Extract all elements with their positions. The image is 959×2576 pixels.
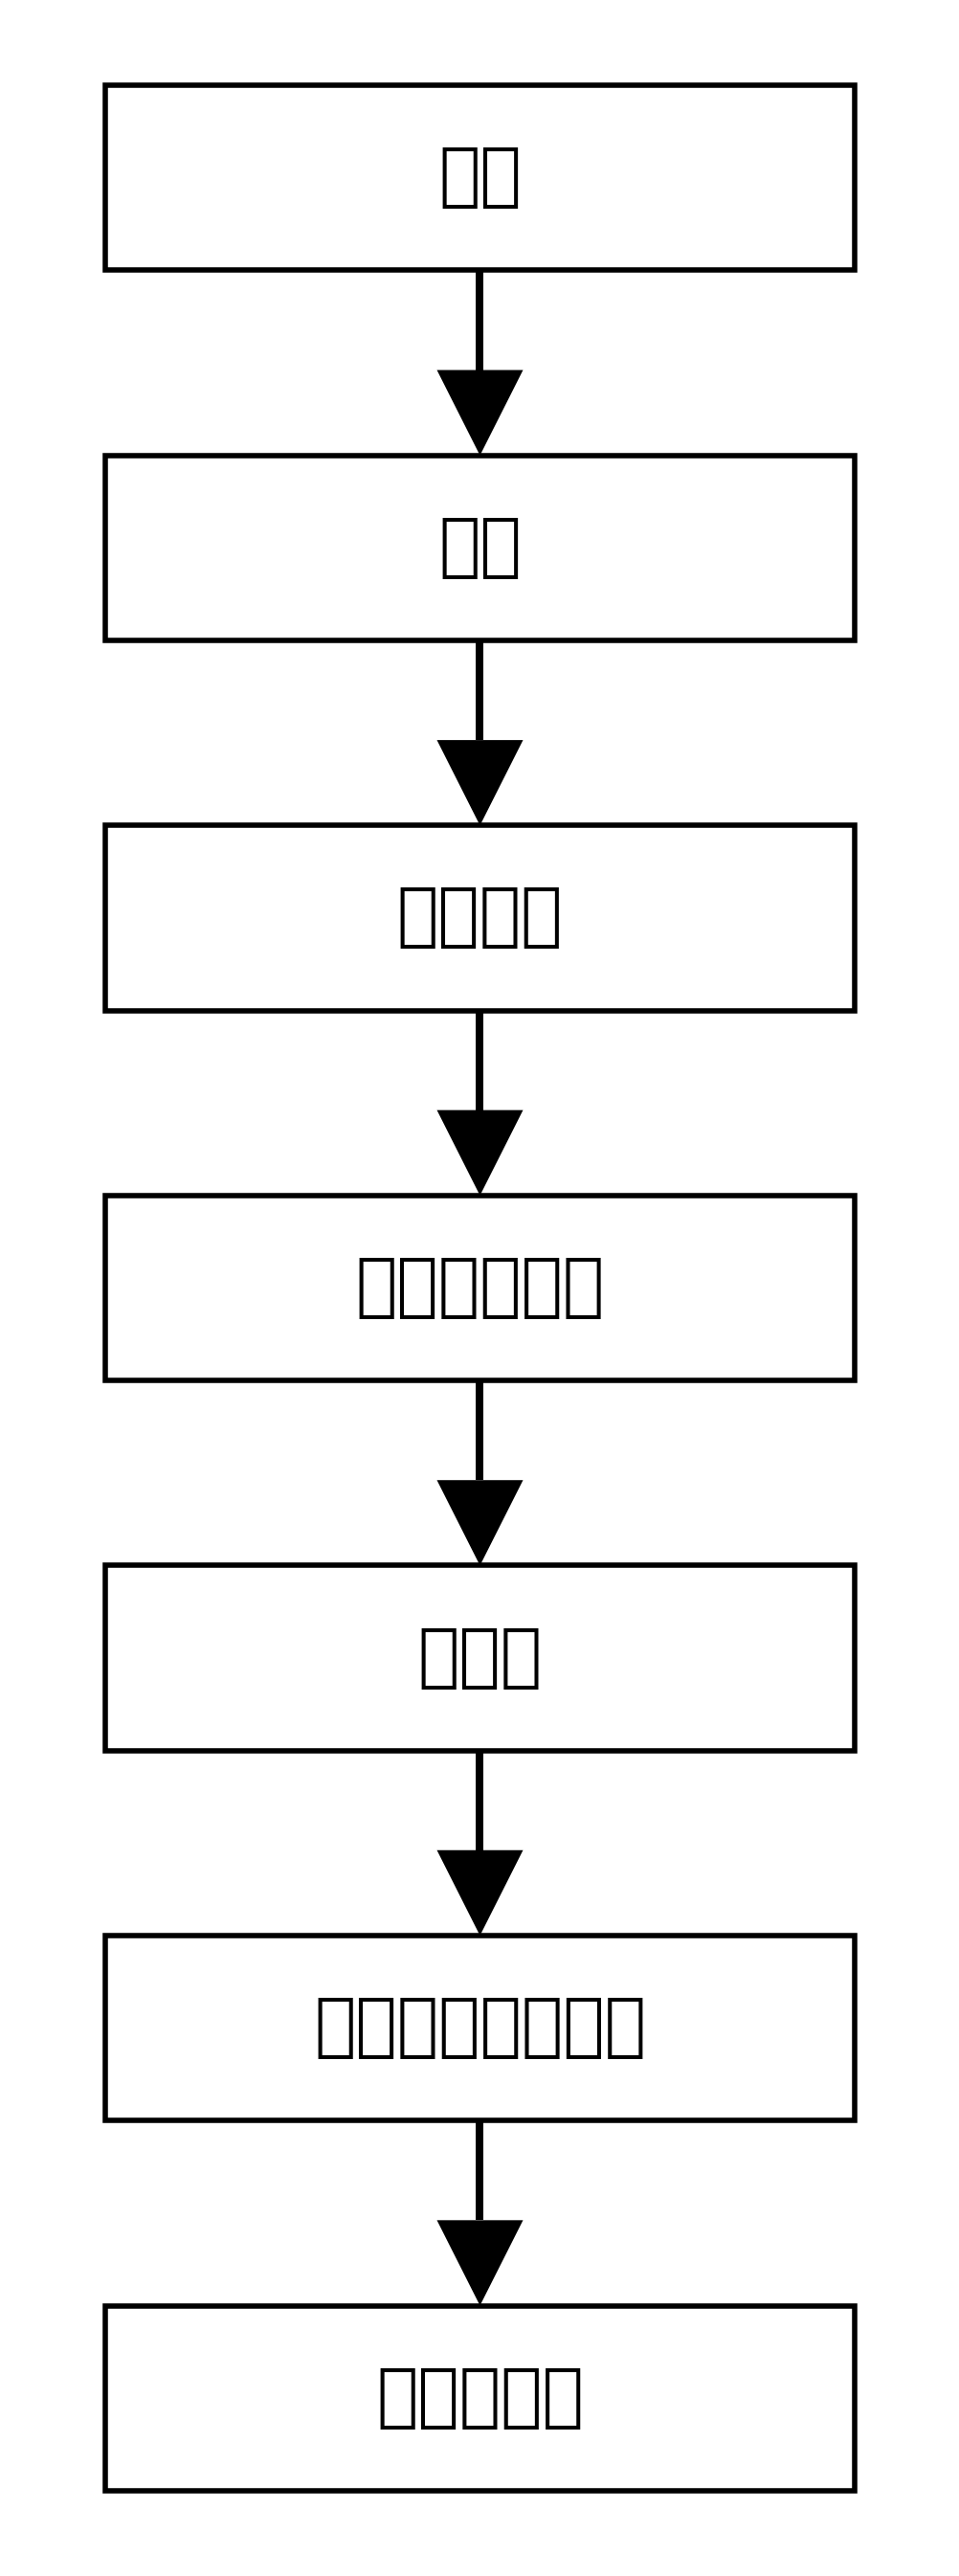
Text: 钻孔: 钻孔 bbox=[438, 144, 521, 211]
Bar bbox=[476, 1381, 483, 1481]
Text: 粗砂或者碎石回填: 粗砂或者碎石回填 bbox=[314, 1994, 645, 2061]
Text: 灌注凡士林: 灌注凡士林 bbox=[376, 2365, 583, 2432]
Text: 粘土砂浆回填: 粘土砂浆回填 bbox=[355, 1255, 604, 1321]
Bar bbox=[476, 1752, 483, 1850]
Text: 清孔: 清孔 bbox=[438, 515, 521, 582]
Text: 下基准杆: 下基准杆 bbox=[397, 886, 562, 951]
Text: 下套管: 下套管 bbox=[417, 1625, 542, 1690]
Bar bbox=[105, 1935, 854, 2120]
Bar bbox=[105, 2306, 854, 2491]
Bar bbox=[476, 270, 483, 371]
Bar bbox=[476, 641, 483, 739]
Polygon shape bbox=[436, 1850, 523, 1935]
Bar bbox=[105, 1195, 854, 1381]
Bar bbox=[105, 824, 854, 1010]
Bar bbox=[105, 85, 854, 270]
Polygon shape bbox=[436, 371, 523, 456]
Bar bbox=[105, 1566, 854, 1752]
Polygon shape bbox=[436, 1481, 523, 1566]
Bar bbox=[476, 2120, 483, 2221]
Polygon shape bbox=[436, 2221, 523, 2306]
Bar bbox=[105, 456, 854, 641]
Polygon shape bbox=[436, 739, 523, 824]
Bar bbox=[476, 1010, 483, 1110]
Polygon shape bbox=[436, 1110, 523, 1195]
